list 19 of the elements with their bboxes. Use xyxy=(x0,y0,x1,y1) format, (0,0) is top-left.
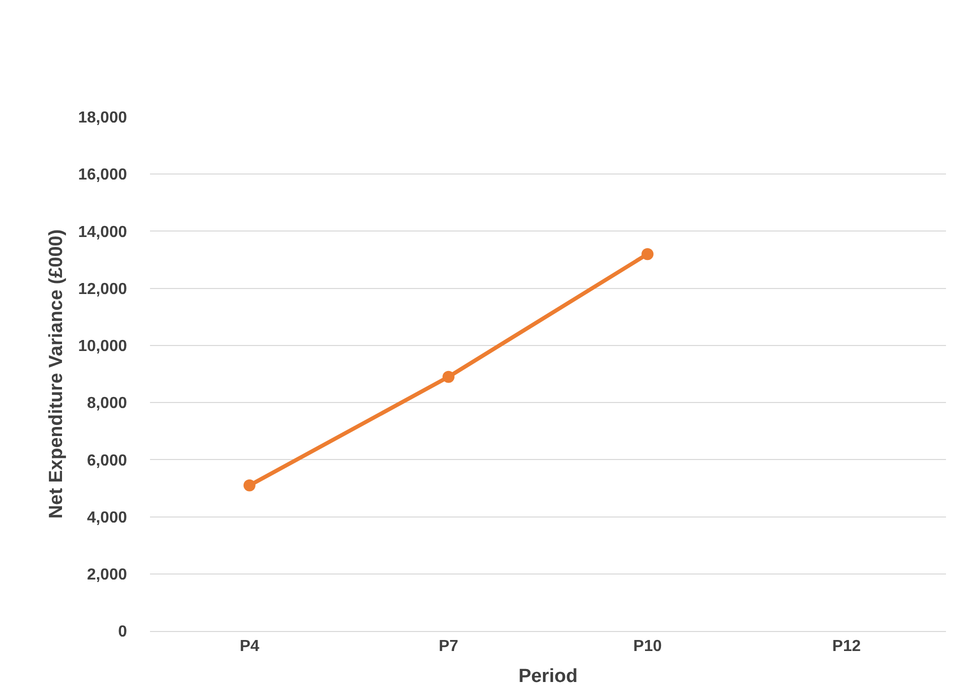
y-tick-label: 16,000 xyxy=(78,166,128,184)
y-tick-label: 18,000 xyxy=(78,110,128,127)
y-tick-label: 4,000 xyxy=(86,509,128,526)
y-tick-label: 12,000 xyxy=(78,280,128,298)
x-tick-label: P10 xyxy=(633,638,662,656)
point xyxy=(244,479,256,492)
x-tick-label: P4 xyxy=(240,638,260,656)
y-axis-title: Net Expenditure Variance (£000) xyxy=(46,229,67,519)
point xyxy=(442,370,454,383)
x-axis-title: Period xyxy=(518,666,578,687)
y-tick-label: 2,000 xyxy=(86,566,128,584)
point xyxy=(642,248,654,260)
x-tick-label: P7 xyxy=(438,638,458,656)
x-tick-label: P12 xyxy=(832,638,861,656)
y-tick-label: 14,000 xyxy=(78,224,128,241)
y-tick-label: 10,000 xyxy=(78,338,128,356)
y-tick-label: 0 xyxy=(118,624,128,641)
y-tick-label: 6,000 xyxy=(86,452,128,470)
y-tick-label: 8,000 xyxy=(86,395,128,412)
